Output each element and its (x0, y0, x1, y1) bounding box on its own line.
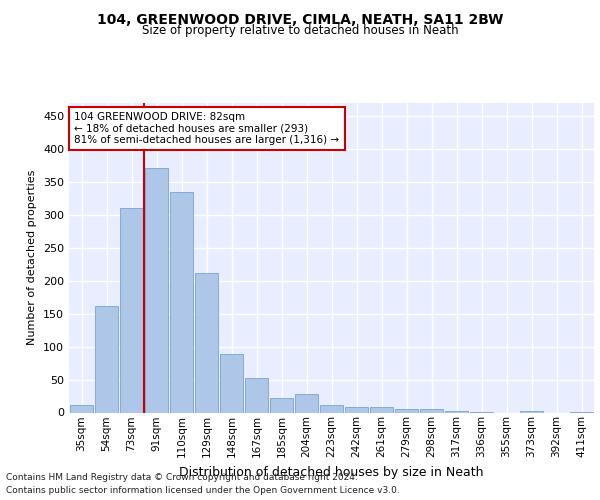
Bar (445, 410, 468, 412)
Bar (145, 168, 168, 412)
Bar (95, 306, 118, 412)
Bar (345, 406, 368, 412)
Text: Contains HM Land Registry data © Crown copyright and database right 2024.: Contains HM Land Registry data © Crown c… (6, 472, 358, 482)
Bar (70, 404, 93, 412)
Bar (395, 408, 418, 412)
Bar (370, 407, 393, 412)
Bar (295, 394, 318, 412)
Bar (120, 208, 143, 412)
X-axis label: Distribution of detached houses by size in Neath: Distribution of detached houses by size … (179, 466, 484, 478)
Y-axis label: Number of detached properties: Number of detached properties (28, 170, 37, 345)
Bar (245, 378, 268, 412)
Bar (320, 404, 343, 412)
Text: 104, GREENWOOD DRIVE, CIMLA, NEATH, SA11 2BW: 104, GREENWOOD DRIVE, CIMLA, NEATH, SA11… (97, 12, 503, 26)
Bar (170, 192, 193, 412)
Text: 104 GREENWOOD DRIVE: 82sqm
← 18% of detached houses are smaller (293)
81% of sem: 104 GREENWOOD DRIVE: 82sqm ← 18% of deta… (74, 112, 340, 145)
Bar (220, 354, 243, 412)
Bar (420, 409, 443, 412)
Bar (520, 411, 543, 412)
Bar (195, 272, 218, 412)
Text: Contains public sector information licensed under the Open Government Licence v3: Contains public sector information licen… (6, 486, 400, 495)
Bar (270, 398, 293, 412)
Text: Size of property relative to detached houses in Neath: Size of property relative to detached ho… (142, 24, 458, 37)
